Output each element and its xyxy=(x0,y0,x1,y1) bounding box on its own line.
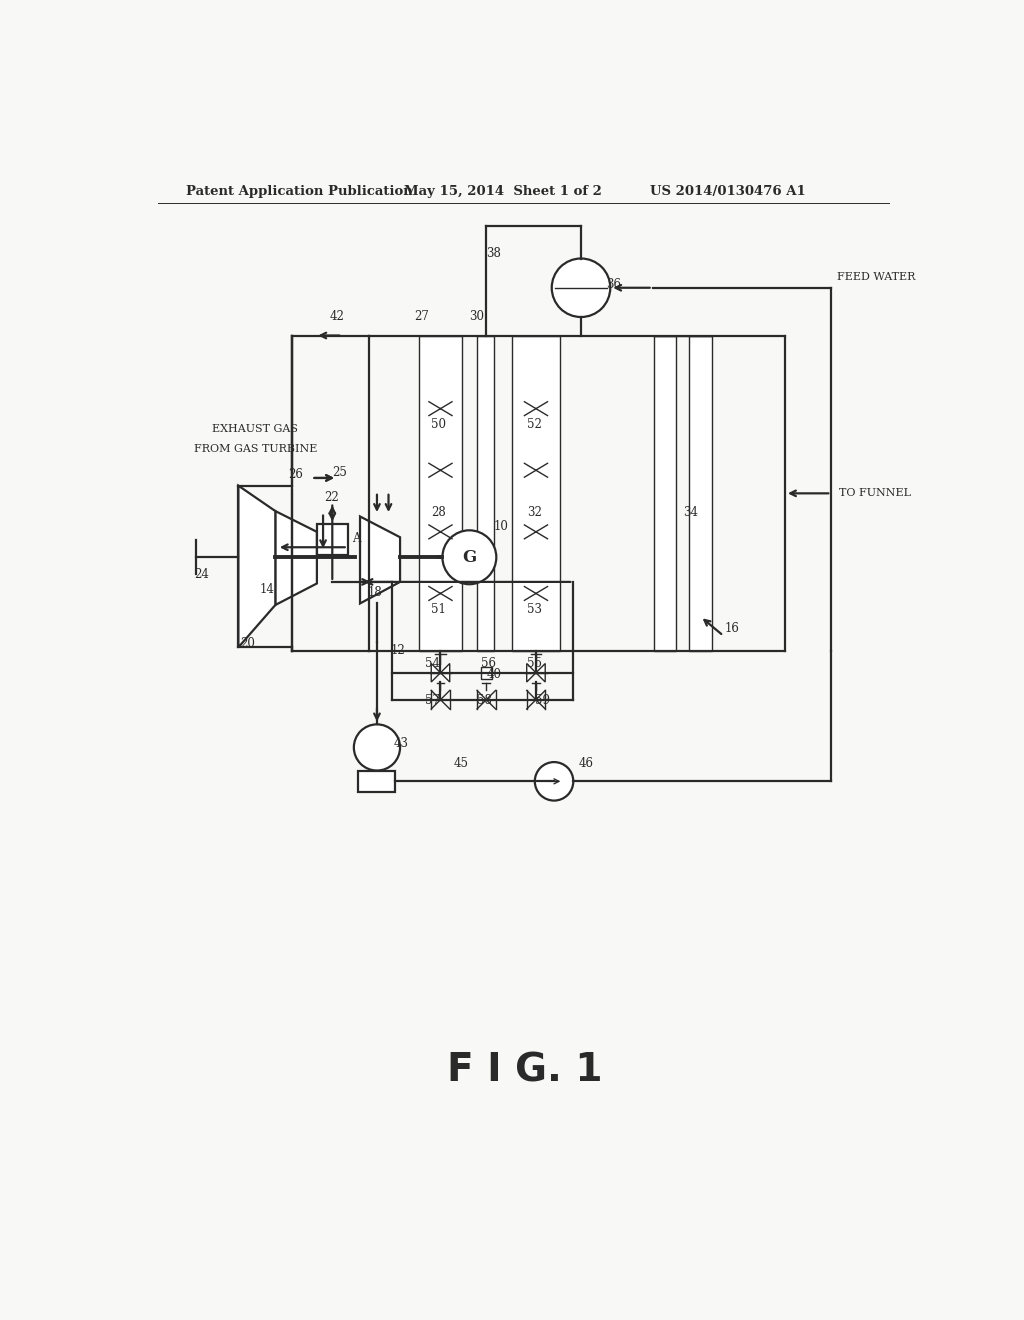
Text: 26: 26 xyxy=(289,469,303,480)
Bar xyxy=(477,335,494,651)
Text: 30: 30 xyxy=(469,310,484,323)
Polygon shape xyxy=(440,664,450,682)
Circle shape xyxy=(552,259,610,317)
Text: 52: 52 xyxy=(526,418,542,430)
Text: 20: 20 xyxy=(240,638,255,651)
Circle shape xyxy=(535,762,573,800)
Bar xyxy=(316,524,348,554)
Text: 16: 16 xyxy=(725,622,740,635)
Text: F I G. 1: F I G. 1 xyxy=(447,1052,602,1090)
Text: 36: 36 xyxy=(606,277,622,290)
Text: 46: 46 xyxy=(579,758,594,771)
Text: 14: 14 xyxy=(260,583,274,597)
Polygon shape xyxy=(431,664,440,682)
Text: 58: 58 xyxy=(477,693,492,706)
Text: 51: 51 xyxy=(431,603,446,615)
Polygon shape xyxy=(239,486,275,647)
Text: TO FUNNEL: TO FUNNEL xyxy=(839,488,911,499)
Text: 45: 45 xyxy=(454,758,469,771)
Polygon shape xyxy=(275,511,316,605)
Text: 28: 28 xyxy=(431,507,446,520)
Bar xyxy=(358,771,395,792)
Text: EXHAUST GAS: EXHAUST GAS xyxy=(212,425,298,434)
Text: 43: 43 xyxy=(394,738,409,751)
Text: 55: 55 xyxy=(527,656,542,669)
Text: A: A xyxy=(352,532,360,545)
Text: 54: 54 xyxy=(425,656,439,669)
Text: 38: 38 xyxy=(486,247,501,260)
Text: 59: 59 xyxy=(535,693,550,706)
Polygon shape xyxy=(536,664,545,682)
Text: 18: 18 xyxy=(368,586,383,599)
Circle shape xyxy=(442,531,497,585)
Text: US 2014/0130476 A1: US 2014/0130476 A1 xyxy=(650,185,806,198)
Bar xyxy=(480,667,493,678)
Text: 27: 27 xyxy=(414,310,429,323)
Text: 32: 32 xyxy=(526,507,542,520)
Text: 12: 12 xyxy=(391,644,406,656)
Text: 22: 22 xyxy=(325,491,339,504)
Text: 57: 57 xyxy=(425,693,439,706)
Text: 50: 50 xyxy=(431,418,446,430)
Bar xyxy=(654,335,676,651)
Bar xyxy=(512,335,560,651)
Text: 56: 56 xyxy=(481,656,496,669)
Text: 40: 40 xyxy=(486,668,502,681)
Polygon shape xyxy=(526,664,536,682)
Text: 53: 53 xyxy=(526,603,542,615)
Text: G: G xyxy=(462,549,476,566)
Text: Patent Application Publication: Patent Application Publication xyxy=(186,185,413,198)
Text: 42: 42 xyxy=(330,310,344,323)
Text: 10: 10 xyxy=(494,520,509,532)
Polygon shape xyxy=(360,516,400,603)
Text: FROM GAS TURBINE: FROM GAS TURBINE xyxy=(194,445,317,454)
Text: 24: 24 xyxy=(194,568,209,581)
Bar xyxy=(689,335,712,651)
Text: 25: 25 xyxy=(333,466,347,479)
Text: FEED WATER: FEED WATER xyxy=(838,272,915,281)
Circle shape xyxy=(354,725,400,771)
Text: 34: 34 xyxy=(683,507,698,520)
Text: May 15, 2014  Sheet 1 of 2: May 15, 2014 Sheet 1 of 2 xyxy=(403,185,602,198)
Bar xyxy=(419,335,462,651)
